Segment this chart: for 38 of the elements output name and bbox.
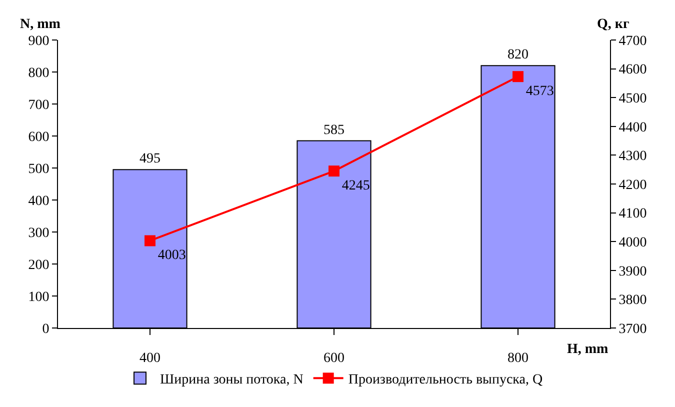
y2-tick-label: 3900 (618, 264, 647, 280)
x-tick-label: 800 (508, 350, 528, 366)
y-tick-label: 200 (28, 258, 50, 273)
x-axis-title: H, mm (567, 342, 609, 357)
y2-tick-label: 4200 (618, 178, 647, 193)
data-label: 4003 (158, 248, 186, 264)
y2-tick-label: 4400 (618, 120, 647, 136)
y2-tick-label: 4500 (618, 92, 647, 106)
y-tick-label: 100 (28, 290, 50, 305)
y-tick-label: 700 (28, 98, 50, 113)
point (512, 71, 524, 82)
y-axis-title: N, mm (20, 17, 61, 32)
y2-tick-label: 3800 (618, 293, 647, 308)
y-tick-label: 900 (28, 34, 50, 49)
point (144, 235, 156, 246)
data-label: 820 (508, 48, 528, 63)
y-tick-label: 600 (28, 130, 50, 145)
y2-axis-title: Q, кг (597, 17, 630, 32)
y-tick-label: 400 (28, 194, 50, 209)
data-label: 4573 (526, 84, 554, 99)
legend-label: Производительность выпуска, Q (348, 372, 543, 388)
data-label: 585 (324, 122, 344, 138)
y2-tick-label: 4600 (618, 62, 647, 78)
y2-tick-label: 4700 (618, 34, 647, 49)
x-tick-label: 600 (324, 350, 344, 366)
y2-tick-label: 4000 (618, 236, 647, 250)
y2-tick-label: 4100 (618, 206, 647, 222)
y2-tick-label: 3700 (618, 322, 647, 337)
x-tick-label: 400 (140, 350, 160, 366)
data-label: 4245 (342, 178, 370, 194)
y-tick-label: 500 (28, 162, 50, 177)
y-tick-label: 800 (28, 66, 50, 81)
y-tick-label: 0 (42, 322, 50, 337)
y-tick-label: 300 (28, 226, 50, 241)
data-label: 495 (140, 152, 160, 167)
point (328, 166, 340, 177)
y2-tick-label: 4300 (618, 149, 647, 164)
legend-label: Ширина зоны потока, N (160, 372, 304, 388)
